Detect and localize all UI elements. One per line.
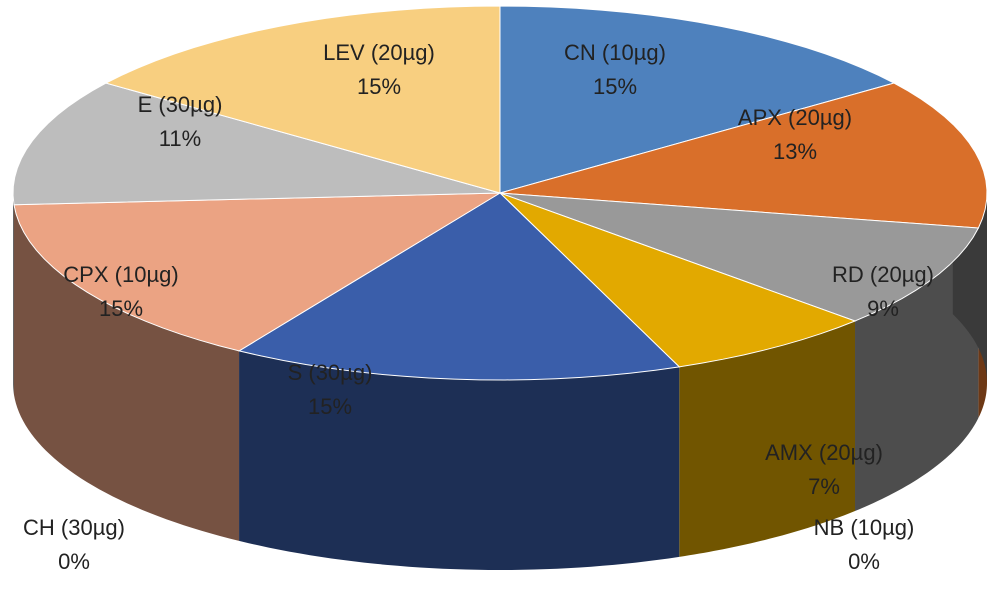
slice-label-4: NB (10µg) 0%: [814, 515, 915, 574]
slice-name-label: NB (10µg): [814, 515, 915, 540]
slice-percent-label: 0%: [848, 549, 880, 574]
slice-side-3: [679, 321, 856, 557]
slice-name-label: RD (20µg): [832, 262, 934, 287]
pie-slice-1: [499, 82, 988, 229]
slice-percent-label: 15%: [308, 394, 352, 419]
slice-name-label: AMX (20µg): [765, 440, 883, 465]
slice-percent-label: 9%: [867, 296, 899, 321]
pie-top-faces: [12, 5, 988, 381]
slice-percent-label: 15%: [593, 74, 637, 99]
pie-slice-7: [13, 192, 502, 352]
slice-percent-label: 7%: [808, 474, 840, 499]
slice-name-label: E (30µg): [138, 92, 223, 117]
slice-percent-label: 0%: [58, 549, 90, 574]
slice-label-7: CPX (10µg) 15%: [63, 262, 178, 321]
slice-side-2: [855, 228, 979, 512]
slice-name-label: APX (20µg): [738, 105, 852, 130]
slice-name-label: S (30µg): [288, 360, 373, 385]
slice-side-7: [13, 204, 240, 541]
slice-label-2: RD (20µg) 9%: [832, 262, 934, 321]
pie-slice-0: [499, 5, 896, 194]
slice-label-1: APX (20µg) 13%: [738, 105, 852, 164]
pie-labels: CN (10µg) 15% APX (20µg) 13% RD (20µg) 9% AMX …: [23, 40, 934, 574]
slice-percent-label: 15%: [99, 296, 143, 321]
slice-name-label: LEV (20µg): [323, 40, 435, 65]
slice-percent-label: 15%: [357, 74, 401, 99]
slice-percent-label: 11%: [159, 126, 201, 151]
slice-name-label: CPX (10µg): [63, 262, 178, 287]
pie-slice-2: [499, 192, 980, 322]
slice-label-0: CN (10µg) 15%: [564, 40, 666, 99]
pie-slice-8: [12, 82, 501, 206]
slice-side-8: [13, 193, 14, 395]
pie-slice-9: [104, 5, 501, 194]
slice-label-6: CH (30µg) 0%: [23, 515, 125, 574]
slice-label-9: LEV (20µg) 15%: [323, 40, 435, 99]
slice-side-5: [239, 350, 680, 570]
slice-label-8: E (30µg) 11%: [138, 92, 223, 151]
pie-slice-3: [499, 192, 857, 368]
pie-slice-5: [237, 192, 681, 381]
slice-label-3: AMX (20µg) 7%: [765, 440, 883, 499]
slice-label-5: S (30µg) 15%: [288, 360, 373, 419]
slice-name-label: CH (30µg): [23, 515, 125, 540]
slice-name-label: CN (10µg): [564, 40, 666, 65]
slice-percent-label: 13%: [773, 139, 817, 164]
